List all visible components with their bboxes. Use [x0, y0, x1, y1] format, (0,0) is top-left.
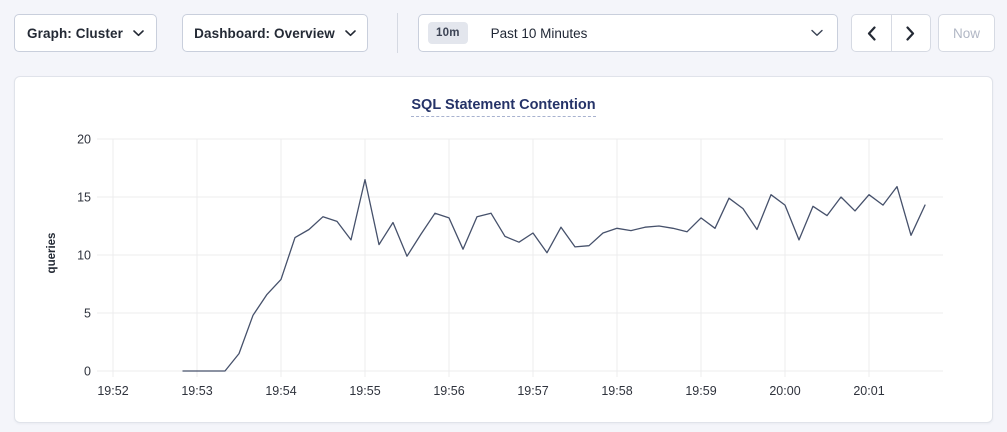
- svg-text:19:52: 19:52: [97, 384, 128, 398]
- chevron-down-icon: [345, 29, 356, 37]
- time-range-badge: 10m: [428, 22, 468, 44]
- svg-text:19:55: 19:55: [349, 384, 380, 398]
- chart-line-series: [182, 178, 926, 372]
- svg-text:queries: queries: [46, 233, 58, 274]
- chevron-left-icon: [867, 25, 876, 41]
- graph-dropdown[interactable]: Graph: Cluster: [14, 14, 157, 52]
- chevron-right-icon: [906, 25, 915, 41]
- svg-text:20:01: 20:01: [853, 384, 884, 398]
- svg-text:20:00: 20:00: [769, 384, 800, 398]
- chart-panel: SQL Statement Contention 0 5 10 15 20 19:52 19…: [14, 76, 993, 423]
- toolbar: Graph: Cluster Dashboard: Overview 10m P…: [0, 0, 1007, 76]
- svg-text:19:58: 19:58: [601, 384, 632, 398]
- time-range-selector[interactable]: 10m Past 10 Minutes: [418, 14, 838, 52]
- chart-title-row: SQL Statement Contention: [15, 96, 992, 117]
- svg-text:10: 10: [77, 249, 91, 263]
- chevron-down-icon: [133, 29, 144, 37]
- svg-text:19:56: 19:56: [433, 384, 464, 398]
- svg-text:19:53: 19:53: [181, 384, 212, 398]
- svg-text:20: 20: [77, 133, 91, 147]
- svg-text:19:57: 19:57: [517, 384, 548, 398]
- plot-area[interactable]: [97, 139, 943, 371]
- chart-svg: 0 5 10 15 20 19:52 19:53 19:54 19:55 19:56 19:57 19…: [46, 133, 943, 399]
- time-back-button[interactable]: [852, 15, 891, 51]
- svg-text:19:54: 19:54: [265, 384, 296, 398]
- svg-text:19:59: 19:59: [685, 384, 716, 398]
- chart-title[interactable]: SQL Statement Contention: [411, 97, 596, 117]
- time-range-label: Past 10 Minutes: [490, 25, 588, 41]
- svg-text:15: 15: [77, 191, 91, 205]
- dashboard-dropdown-label: Dashboard: Overview: [194, 25, 335, 41]
- chart-axis-labels: 0 5 10 15 20 19:52 19:53 19:54 19:55 19:56 19:57 19…: [46, 133, 885, 399]
- time-step-button-group: [851, 14, 931, 52]
- graph-dropdown-label: Graph: Cluster: [27, 25, 123, 41]
- time-forward-button[interactable]: [890, 15, 931, 51]
- chart-grid: [97, 138, 943, 377]
- dashboard-dropdown[interactable]: Dashboard: Overview: [182, 14, 368, 52]
- toolbar-divider: [397, 13, 398, 53]
- svg-text:5: 5: [84, 307, 91, 321]
- svg-text:0: 0: [84, 365, 91, 379]
- chevron-down-icon: [811, 29, 823, 37]
- now-button[interactable]: Now: [938, 14, 995, 52]
